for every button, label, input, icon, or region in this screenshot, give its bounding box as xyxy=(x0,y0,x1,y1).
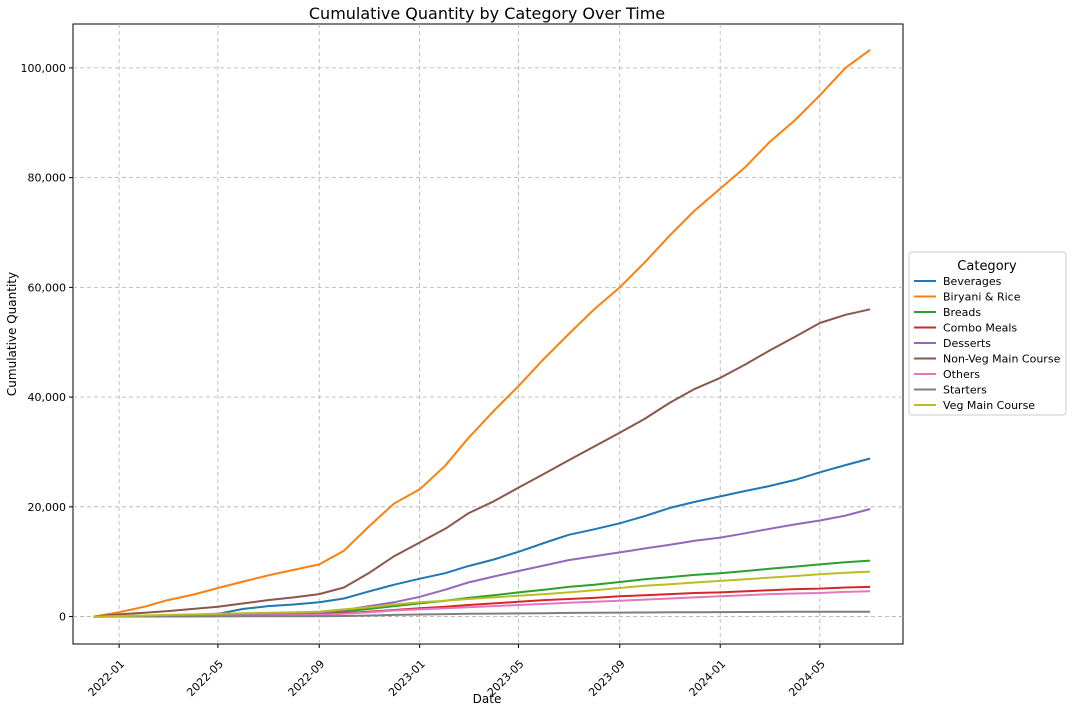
legend-title: Category xyxy=(957,259,1017,274)
y-axis-label: Cumulative Quantity xyxy=(5,272,19,396)
chart-title: Cumulative Quantity by Category Over Tim… xyxy=(309,4,665,23)
series-line-beverages xyxy=(93,457,871,618)
legend-label: Starters xyxy=(943,384,987,397)
legend-label: Desserts xyxy=(943,337,991,350)
y-tick-label: 40,000 xyxy=(28,391,67,404)
legend-label: Beverages xyxy=(943,275,1002,288)
x-tick-label: 2023-01 xyxy=(386,657,428,699)
legend-label: Veg Main Course xyxy=(943,399,1035,412)
legend-label: Combo Meals xyxy=(943,322,1017,335)
plot-area-frame xyxy=(72,23,904,645)
legend-label: Breads xyxy=(943,306,981,319)
y-tick-label: 0 xyxy=(59,611,66,624)
y-tick-label: 20,000 xyxy=(28,501,67,514)
y-axis-ticks: 0 20,000 40,000 60,000 80,000 100,000 xyxy=(21,62,73,624)
series-line-veg-main-course xyxy=(93,570,871,618)
x-tick-label: 2022-01 xyxy=(86,657,128,699)
y-tick-label: 80,000 xyxy=(28,172,67,185)
grid-lines xyxy=(73,24,903,644)
x-axis-ticks: 2022-01 2022-05 2022-09 2023-01 2023-05 2023-… xyxy=(86,644,828,699)
x-tick-label: 2022-05 xyxy=(184,657,226,699)
series-line-non-veg-main-course xyxy=(93,308,871,618)
x-axis-label: Date xyxy=(473,692,502,706)
legend-label: Non-Veg Main Course xyxy=(943,353,1061,366)
x-tick-label: 2022-09 xyxy=(286,657,328,699)
series-line-biryani-rice xyxy=(93,48,871,618)
y-tick-label: 100,000 xyxy=(21,62,67,75)
y-tick-label: 60,000 xyxy=(28,281,67,294)
legend-label: Others xyxy=(943,368,980,381)
x-tick-label: 2024-01 xyxy=(687,657,729,699)
legend-box xyxy=(908,251,1067,416)
x-tick-label: 2023-09 xyxy=(586,657,628,699)
series-lines xyxy=(93,48,871,618)
series-line-starters xyxy=(93,610,871,618)
legend-items: Beverages Biryani & Rice Breads Combo Meals… xyxy=(914,275,1061,412)
legend: Category Beverages Biryani & Rice Breads Co… xyxy=(908,251,1067,416)
x-tick-label: 2024-05 xyxy=(786,657,828,699)
legend-label: Biryani & Rice xyxy=(943,291,1021,304)
